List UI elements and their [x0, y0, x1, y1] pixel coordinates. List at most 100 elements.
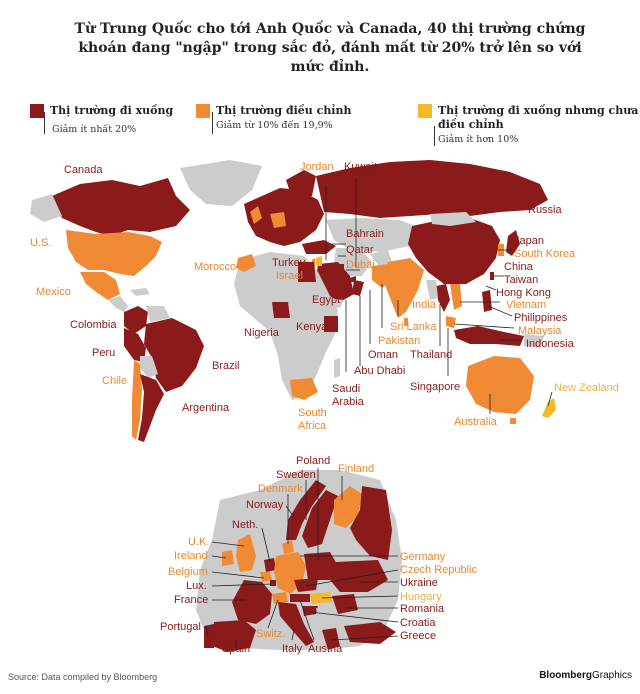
region-ukraine — [330, 560, 388, 592]
label-australia: Australia — [454, 416, 498, 428]
region-turkey-europe — [344, 622, 396, 644]
label-neth: Neth. — [232, 519, 258, 531]
label-france: France — [174, 594, 208, 606]
label-vietnam: Vietnam — [506, 299, 546, 311]
label-spain: Spain — [222, 643, 250, 655]
label-portugal: Portugal — [160, 621, 201, 633]
label-bahrain: Bahrain — [346, 228, 384, 240]
label-thailand: Thailand — [410, 349, 452, 361]
label-sweden: Sweden — [276, 469, 316, 481]
label-nigeria: Nigeria — [244, 327, 280, 339]
world-labels: Canada U.S. Mexico Colombia Peru Chile B… — [30, 161, 619, 432]
region-denmark — [282, 540, 294, 554]
source-note: Source: Data compiled by Bloomberg — [8, 672, 158, 682]
region-philippines — [482, 290, 492, 312]
region-ireland — [222, 550, 234, 566]
label-morocco: Morocco — [194, 261, 236, 273]
europe-leader-lines — [205, 468, 399, 650]
region-colombia — [124, 306, 148, 334]
label-turkey: Turkey — [272, 257, 306, 269]
label-argentina: Argentina — [182, 402, 230, 414]
europe-labels: Poland Sweden Finland Denmark Norway Net… — [160, 455, 478, 655]
region-central-asia — [326, 218, 420, 252]
label-saudi-arabia-2: Arabia — [332, 396, 365, 408]
label-denmark: Denmark — [258, 483, 303, 495]
region-egypt — [298, 262, 316, 282]
legend-divider — [44, 112, 45, 134]
label-switz: Switz. — [256, 628, 285, 640]
label-brazil: Brazil — [212, 360, 240, 372]
region-austria — [290, 594, 310, 602]
region-poland — [304, 552, 338, 580]
label-taiwan: Taiwan — [504, 274, 538, 286]
region-usa — [66, 230, 162, 276]
region-portugal — [204, 624, 214, 648]
label-hungary: Hungary — [400, 591, 442, 603]
region-kenya — [324, 316, 338, 332]
label-norway: Norway — [246, 499, 284, 511]
map-title: Từ Trung Quốc cho tới Anh Quốc và Canada… — [74, 21, 586, 75]
label-new-zealand: New Zealand — [554, 382, 619, 394]
label-belgium: Belgium — [168, 566, 208, 578]
brand-logo: BloombergGraphics — [539, 670, 632, 681]
label-chile: Chile — [102, 375, 127, 387]
label-uk: U.K. — [188, 536, 209, 548]
label-us: U.S. — [30, 237, 51, 249]
region-sri-lanka — [404, 318, 408, 326]
region-morocco — [236, 254, 256, 272]
legend-sub-decline: Giảm ít nhất 20% — [52, 124, 137, 135]
region-switzerland — [272, 592, 288, 604]
legend-label-mild-2: điều chỉnh — [438, 118, 504, 131]
region-china — [408, 218, 500, 284]
label-peru: Peru — [92, 347, 115, 359]
legend-label-mild-1: Thị trường đi xuống nhưng chưa — [438, 104, 639, 117]
region-vietnam — [450, 284, 462, 310]
region-czech — [294, 578, 318, 592]
region-italy — [278, 602, 314, 646]
label-lux: Lux. — [186, 580, 207, 592]
label-india: India — [412, 299, 437, 311]
region-south-africa — [290, 378, 318, 400]
region-jordan — [316, 256, 322, 266]
region-central-america — [108, 296, 128, 312]
label-austria: Austria — [308, 643, 343, 655]
region-hungary — [310, 592, 332, 604]
region-argentina — [138, 374, 164, 442]
region-mexico — [80, 272, 120, 300]
legend-swatch-mild — [418, 104, 432, 118]
region-venezuela — [146, 306, 170, 322]
label-malaysia: Malaysia — [518, 325, 562, 337]
region-thailand — [436, 284, 450, 312]
region-belarus — [330, 540, 360, 560]
label-pakistan: Pakistan — [378, 335, 420, 347]
label-abu-dhabi: Abu Dhabi — [354, 365, 405, 377]
region-taiwan — [490, 272, 494, 280]
region-peru — [124, 328, 146, 362]
region-turkey — [302, 240, 336, 254]
region-indonesia — [454, 326, 524, 346]
label-south-africa-2: Africa — [298, 420, 327, 432]
region-afghanistan — [370, 250, 392, 268]
region-caribbean — [130, 288, 150, 296]
region-uk-world — [250, 206, 262, 224]
region-belgium — [260, 572, 272, 582]
legend-sub-mild: Giảm ít hơn 10% — [438, 134, 519, 145]
region-iceland — [238, 182, 252, 192]
region-australia — [466, 356, 534, 414]
region-myanmar — [426, 280, 438, 300]
label-saudi-arabia-1: Saudi — [332, 383, 360, 395]
label-south-africa-1: South — [298, 407, 327, 419]
label-romania: Romania — [400, 603, 445, 615]
label-japan: Japan — [514, 235, 544, 247]
label-italy: Italy — [282, 643, 303, 655]
region-russia — [316, 160, 548, 218]
label-czech: Czech Republic — [400, 564, 478, 576]
region-india — [384, 258, 424, 318]
region-oman — [352, 280, 364, 296]
europe-map — [196, 470, 402, 652]
label-jordan: Jordan — [300, 161, 334, 173]
brand-bold: Bloomberg — [539, 670, 592, 681]
region-japan — [506, 230, 520, 256]
label-philippines: Philippines — [514, 312, 568, 324]
